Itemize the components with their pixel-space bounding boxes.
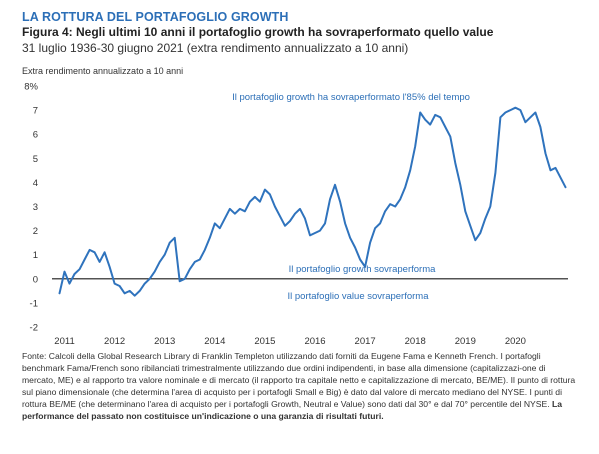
x-tick-label: 2013 bbox=[154, 336, 175, 347]
footnote: Fonte: Calcoli della Global Research Lib… bbox=[22, 350, 577, 423]
x-tick-label: 2020 bbox=[505, 336, 526, 347]
x-tick-label: 2017 bbox=[355, 336, 376, 347]
y-tick-label: -1 bbox=[30, 298, 38, 309]
x-tick-labels: 2011 2012 2013 2014 2015 2016 2017 2018 2019 2020 bbox=[54, 336, 526, 347]
x-tick-label: 2016 bbox=[304, 336, 325, 347]
x-tick-label: 2012 bbox=[104, 336, 125, 347]
figure-subtitle: Figura 4: Negli ultimi 10 anni il portaf… bbox=[22, 25, 494, 39]
x-tick-label: 2019 bbox=[455, 336, 476, 347]
excess-return-line bbox=[58, 106, 567, 297]
annotation-growth-outperforms: Il portafoglio growth sovraperforma bbox=[289, 264, 437, 275]
y-tick-label: -2 bbox=[30, 323, 38, 334]
y-tick-label: 3 bbox=[33, 202, 38, 213]
x-tick-label: 2015 bbox=[254, 336, 275, 347]
y-tick-label: 5 bbox=[33, 154, 38, 165]
footnote-disclaimer: La performance del passato non costituis… bbox=[22, 399, 563, 422]
y-tick-label: 2 bbox=[33, 226, 38, 237]
y-tick-label: 8% bbox=[24, 82, 38, 93]
y-tick-label: 6 bbox=[33, 130, 38, 141]
annotation-value-outperforms: Il portafoglio value sovraperforma bbox=[288, 291, 430, 302]
y-tick-label: 4 bbox=[33, 178, 38, 189]
y-tick-label: 0 bbox=[33, 274, 38, 285]
x-tick-label: 2014 bbox=[204, 336, 225, 347]
y-tick-label: 1 bbox=[33, 250, 38, 261]
y-tick-label: 7 bbox=[33, 106, 38, 117]
y-tick-labels: -2 -1 0 1 2 3 4 5 6 7 8% bbox=[24, 82, 38, 334]
x-tick-label: 2018 bbox=[405, 336, 426, 347]
y-axis-label: Extra rendimento annualizzato a 10 anni bbox=[22, 66, 184, 76]
footnote-text: Fonte: Calcoli della Global Research Lib… bbox=[22, 351, 576, 410]
x-tick-label: 2011 bbox=[54, 336, 74, 347]
figure-title: LA ROTTURA DEL PORTAFOGLIO GROWTH bbox=[22, 10, 289, 24]
figure-period: 31 luglio 1936-30 giugno 2021 (extra ren… bbox=[22, 41, 409, 55]
annotation-growth-85-percent: Il portafoglio growth ha sovraperformato… bbox=[232, 92, 470, 103]
